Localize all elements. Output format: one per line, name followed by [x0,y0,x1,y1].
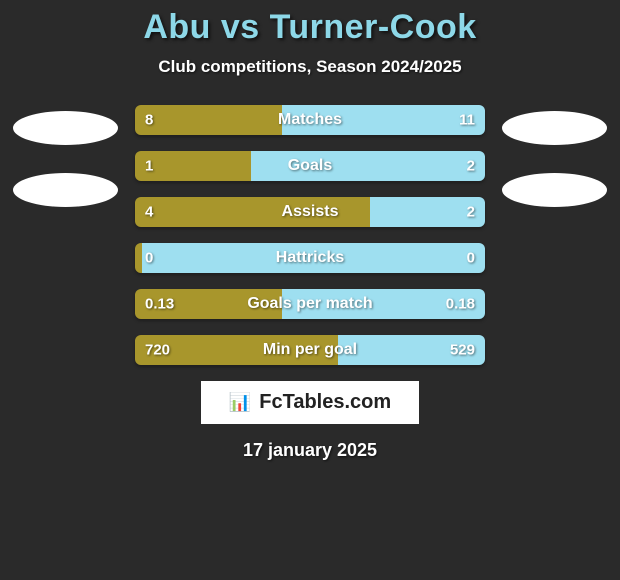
bar-label: Matches [278,111,342,129]
stats-bars: 8 Matches 11 1 Goals 2 4 Assists 2 [135,105,485,365]
bar-right-value: 0.18 [446,296,475,313]
bar-right-value: 0 [467,250,475,267]
bar-label: Goals [288,157,332,175]
comparison-infographic: Abu vs Turner-Cook Club competitions, Se… [0,0,620,580]
left-avatars-col [8,105,123,207]
bar-left-value: 0 [145,250,153,267]
body-row: 8 Matches 11 1 Goals 2 4 Assists 2 [0,105,620,365]
bar-label: Goals per match [247,295,372,313]
bar-left-value: 8 [145,112,153,129]
bar-right-value: 2 [467,204,475,221]
bar-label: Assists [282,203,339,221]
stat-bar-matches: 8 Matches 11 [135,105,485,135]
page-subtitle: Club competitions, Season 2024/2025 [158,57,461,77]
bar-left-fill [135,105,282,135]
bar-right-fill [251,151,486,181]
bar-label: Hattricks [276,249,344,267]
bar-left-fill [135,243,142,273]
stat-bar-gpm: 0.13 Goals per match 0.18 [135,289,485,319]
bar-label: Min per goal [263,341,357,359]
bar-left-value: 720 [145,342,170,359]
stat-bar-hattricks: 0 Hattricks 0 [135,243,485,273]
bar-right-value: 11 [459,112,475,129]
right-avatar-1 [502,111,607,145]
right-avatars-col [497,105,612,207]
brand-text: FcTables.com [259,391,391,414]
right-avatar-2 [502,173,607,207]
brand-badge: 📊 FcTables.com [201,381,419,424]
stat-bar-mpg: 720 Min per goal 529 [135,335,485,365]
date-label: 17 january 2025 [243,440,377,461]
bar-right-value: 529 [450,342,475,359]
chart-icon: 📊 [229,392,251,413]
bar-left-value: 4 [145,204,153,221]
left-avatar-1 [13,111,118,145]
bar-left-value: 0.13 [145,296,174,313]
page-title: Abu vs Turner-Cook [143,8,476,47]
left-avatar-2 [13,173,118,207]
bar-right-value: 2 [467,158,475,175]
stat-bar-goals: 1 Goals 2 [135,151,485,181]
stat-bar-assists: 4 Assists 2 [135,197,485,227]
bar-left-value: 1 [145,158,153,175]
